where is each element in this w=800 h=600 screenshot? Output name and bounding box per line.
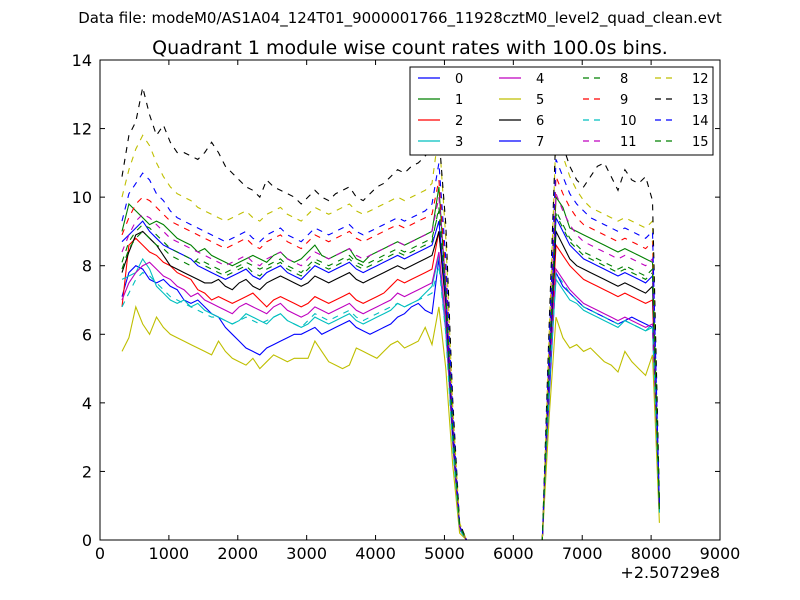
series-line-9 <box>122 177 659 540</box>
series-line-12 <box>122 132 659 540</box>
legend-label-7: 7 <box>536 135 544 150</box>
legend-label-13: 13 <box>692 93 709 108</box>
legend-label-8: 8 <box>620 72 628 87</box>
series-line-1 <box>122 187 659 540</box>
x-tick-label: 4000 <box>355 544 396 563</box>
series-line-15 <box>122 207 659 540</box>
series-line-2 <box>122 231 659 540</box>
x-tick-label: 3000 <box>286 544 327 563</box>
legend-label-4: 4 <box>536 72 544 87</box>
legend-label-9: 9 <box>620 93 628 108</box>
legend-label-15: 15 <box>692 135 709 150</box>
x-tick-label: 7000 <box>562 544 603 563</box>
y-tick-label: 14 <box>72 51 92 70</box>
x-tick-label: 2000 <box>217 544 258 563</box>
x-tick-label: 9000 <box>700 544 741 563</box>
y-tick-label: 10 <box>72 188 92 207</box>
legend-label-5: 5 <box>536 93 544 108</box>
legend-label-3: 3 <box>455 135 463 150</box>
legend-label-12: 12 <box>692 72 709 87</box>
series-line-0 <box>122 259 659 540</box>
legend-label-10: 10 <box>620 114 637 129</box>
y-tick-label: 6 <box>82 325 92 344</box>
legend-label-2: 2 <box>455 114 463 129</box>
x-tick-label: 1000 <box>149 544 190 563</box>
legend-label-11: 11 <box>620 135 637 150</box>
y-tick-label: 4 <box>82 394 92 413</box>
series-line-7 <box>122 218 659 540</box>
legend-label-1: 1 <box>455 93 463 108</box>
chart-title: Quadrant 1 module wise count rates with … <box>152 37 668 59</box>
x-tick-label: 0 <box>95 544 105 563</box>
y-tick-label: 12 <box>72 120 92 139</box>
y-tick-label: 0 <box>82 531 92 550</box>
series-line-6 <box>122 231 659 540</box>
y-tick-label: 2 <box>82 462 92 481</box>
series-line-10 <box>122 266 659 540</box>
y-tick-label: 8 <box>82 257 92 276</box>
x-offset-label: +2.50729e8 <box>620 563 720 582</box>
legend-label-0: 0 <box>455 72 463 87</box>
chart-figure: Data file: modeM0/AS1A04_124T01_90000017… <box>0 0 800 600</box>
x-tick-label: 8000 <box>631 544 672 563</box>
series-line-14 <box>122 159 659 540</box>
data-file-suptitle: Data file: modeM0/AS1A04_124T01_90000017… <box>78 9 722 28</box>
series-line-5 <box>122 307 659 540</box>
series-line-8 <box>122 211 659 540</box>
legend-label-14: 14 <box>692 114 709 129</box>
x-tick-label: 6000 <box>493 544 534 563</box>
series-line-11 <box>122 194 659 540</box>
x-tick-label: 5000 <box>424 544 465 563</box>
series-line-4 <box>122 252 659 540</box>
legend-label-6: 6 <box>536 114 544 129</box>
